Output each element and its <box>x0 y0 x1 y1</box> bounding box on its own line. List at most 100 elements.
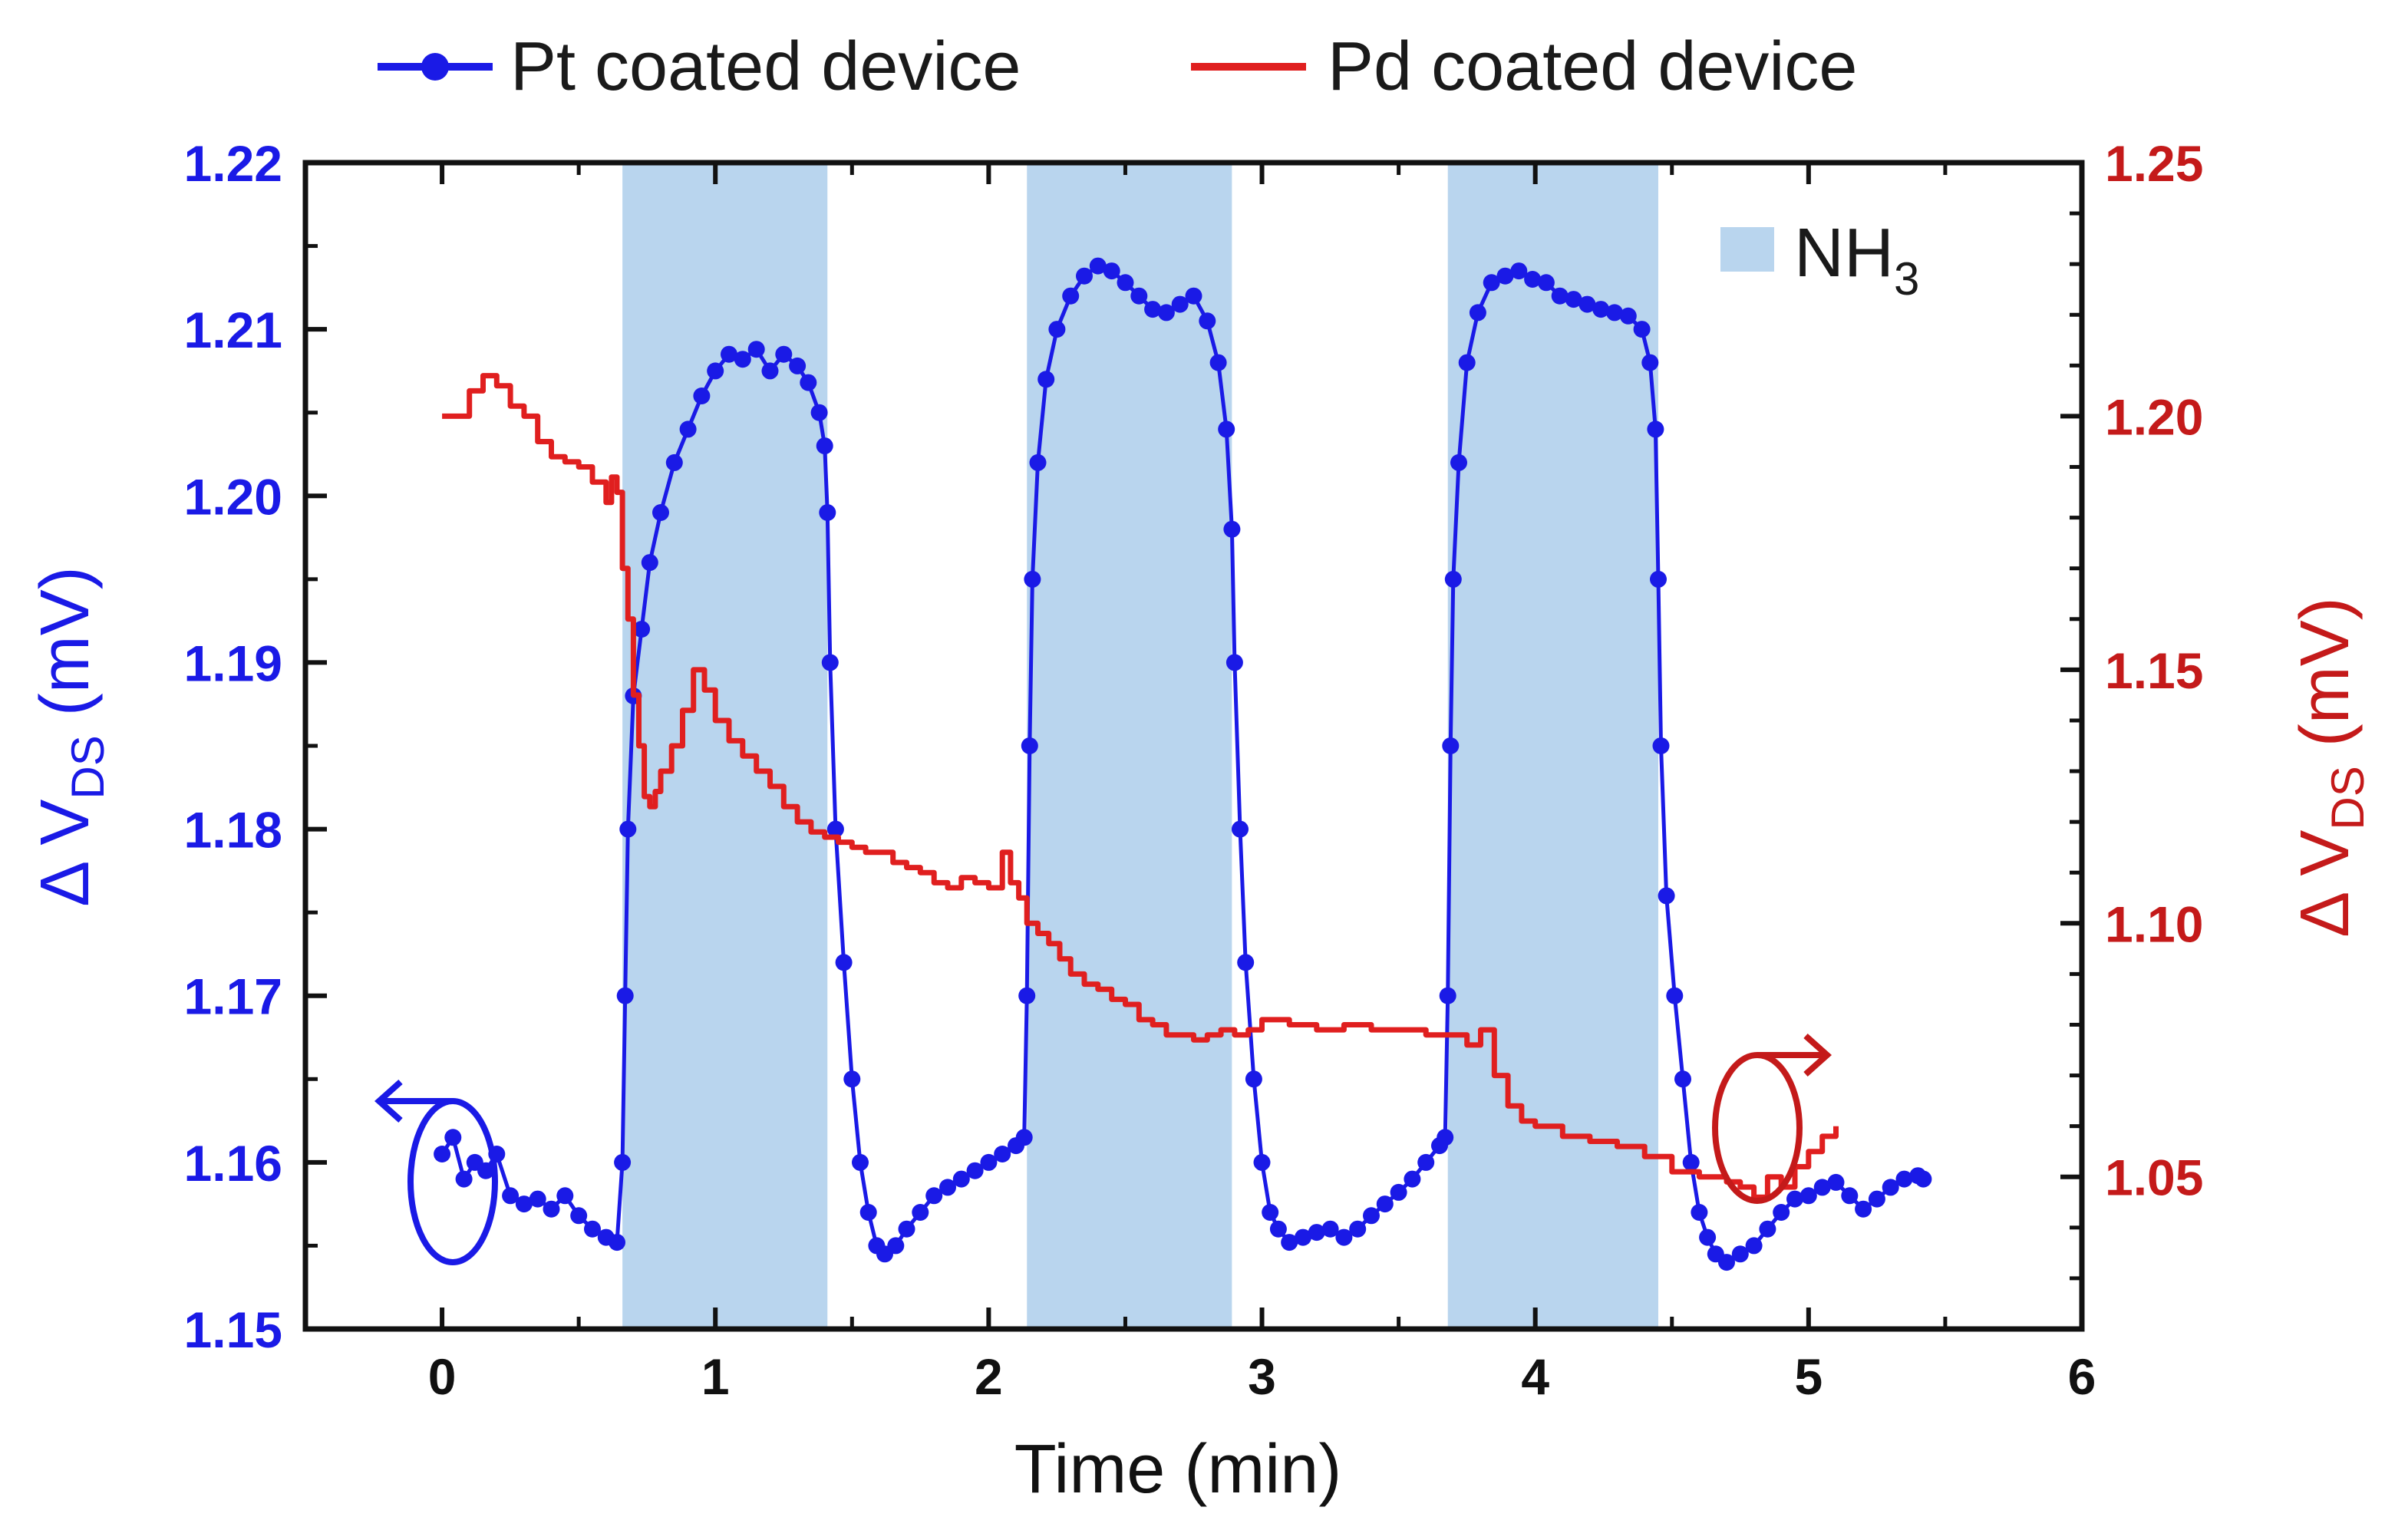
y-right-title-unit: (mV) <box>2287 597 2364 766</box>
pt-data-point <box>455 1170 473 1188</box>
pt-data-point <box>1674 1070 1691 1088</box>
x-axis-ticks: 0 1 2 3 4 5 6 <box>303 163 2096 1405</box>
pt-data-point <box>1882 1179 1899 1196</box>
x-tick-label: 4 <box>1521 1348 1549 1405</box>
pt-data-point <box>1718 1254 1735 1271</box>
pt-data-point <box>1404 1170 1421 1188</box>
pt-data-point <box>1037 371 1055 388</box>
pt-data-point <box>1524 271 1542 288</box>
pt-data-point <box>1619 307 1637 325</box>
pt-data-point <box>1281 1234 1298 1251</box>
pt-data-point <box>584 1220 601 1238</box>
pt-data-point <box>1130 287 1148 305</box>
pt-series <box>434 257 1932 1271</box>
pt-data-point <box>835 954 853 971</box>
pt-data-point <box>1827 1173 1845 1191</box>
pt-data-point <box>810 404 828 421</box>
x-axis-title: Time (min) <box>1014 1431 1342 1508</box>
pt-data-point <box>543 1200 560 1218</box>
pt-data-point <box>1029 453 1047 471</box>
nh3-band-3 <box>1447 163 1658 1329</box>
pt-data-point <box>1185 287 1202 305</box>
pt-data-point <box>1510 262 1528 280</box>
pt-data-point <box>980 1153 998 1171</box>
y-right-axis-title: Δ VDS (mV) <box>2287 597 2373 938</box>
pt-data-point <box>1218 420 1235 438</box>
pt-data-point <box>1868 1190 1885 1208</box>
pt-data-point <box>1439 987 1456 1004</box>
pd-series-line <box>442 373 1839 1200</box>
pt-data-point <box>1745 1237 1763 1255</box>
y-right-tick-label: 1.25 <box>2105 135 2203 192</box>
pt-data-point <box>633 621 651 638</box>
x-tick-label: 1 <box>701 1348 730 1405</box>
pt-data-point <box>843 1070 861 1088</box>
pt-data-point <box>1458 354 1476 371</box>
pt-data-point <box>556 1187 574 1205</box>
left-arrow-icon <box>374 1080 403 1123</box>
pt-data-point <box>1592 301 1610 318</box>
pt-data-point <box>1335 1228 1353 1246</box>
pt-data-point <box>1157 304 1175 322</box>
pt-data-point <box>1658 887 1675 905</box>
y-right-tick-label: 1.10 <box>2105 895 2203 952</box>
y-left-title-main: Δ V <box>27 800 104 907</box>
pt-data-point <box>1469 304 1486 322</box>
pd-series <box>442 373 1839 1200</box>
x-tick-label: 3 <box>1248 1348 1276 1405</box>
y-left-tick-label: 1.19 <box>184 635 282 691</box>
pt-data-point <box>789 357 807 374</box>
nh3-band-1 <box>622 163 828 1329</box>
pt-data-point <box>826 820 844 838</box>
pt-data-point <box>1578 295 1596 313</box>
pt-data-point <box>434 1146 451 1162</box>
pt-data-point <box>1799 1187 1817 1205</box>
legend: Pt coated device Pd coated device <box>378 28 1857 105</box>
x-tick-label: 2 <box>975 1348 1003 1405</box>
pt-data-point <box>1076 267 1093 285</box>
pt-data-point <box>1444 570 1462 588</box>
right-axis-indicator-ellipse <box>1712 1052 1803 1204</box>
pt-data-point <box>1062 287 1080 305</box>
pt-data-point <box>502 1187 520 1205</box>
nh3-legend-swatch <box>1720 227 1774 272</box>
pt-data-point <box>1442 737 1460 754</box>
left-axis-indicator-ellipse <box>407 1098 498 1265</box>
y-left-tick-label: 1.17 <box>184 968 282 1025</box>
y-right-title-main: Δ V <box>2287 830 2364 938</box>
y-right-tick-label: 1.05 <box>2105 1149 2203 1206</box>
pt-data-point <box>1089 257 1107 275</box>
pt-data-point <box>693 387 711 404</box>
pt-data-point <box>1253 1153 1271 1171</box>
pt-data-point <box>734 351 751 368</box>
pt-data-point <box>1048 321 1066 338</box>
pt-data-point <box>747 341 765 358</box>
pt-data-point <box>1855 1200 1872 1218</box>
y-left-tick-label: 1.15 <box>184 1301 282 1358</box>
pt-data-point <box>652 504 669 521</box>
pt-data-point <box>1551 287 1569 305</box>
legend-item-pt: Pt coated device <box>378 28 1021 105</box>
y-left-tick-label: 1.18 <box>184 802 282 859</box>
legend-pt-label: Pt coated device <box>510 28 1021 105</box>
pt-data-point <box>1633 321 1651 338</box>
pt-data-point <box>1773 1204 1790 1221</box>
pt-data-point <box>1015 1129 1033 1146</box>
pt-data-point <box>1537 274 1555 292</box>
pt-data-point <box>1895 1170 1913 1188</box>
pt-data-point <box>641 554 658 572</box>
pt-data-point <box>529 1190 546 1208</box>
pt-data-point <box>1103 262 1120 280</box>
pt-data-point <box>1417 1153 1435 1171</box>
pt-data-point <box>1652 737 1670 754</box>
pt-data-point <box>1262 1204 1279 1221</box>
nh3-legend: NH3 <box>1720 215 1919 305</box>
pt-data-point <box>1483 274 1500 292</box>
pt-data-point <box>898 1220 915 1238</box>
pt-data-point <box>994 1146 1011 1162</box>
pt-data-point <box>1786 1190 1803 1208</box>
x-tick-label: 0 <box>428 1348 457 1405</box>
pt-data-point <box>1269 1220 1287 1238</box>
pt-data-point <box>761 362 779 380</box>
